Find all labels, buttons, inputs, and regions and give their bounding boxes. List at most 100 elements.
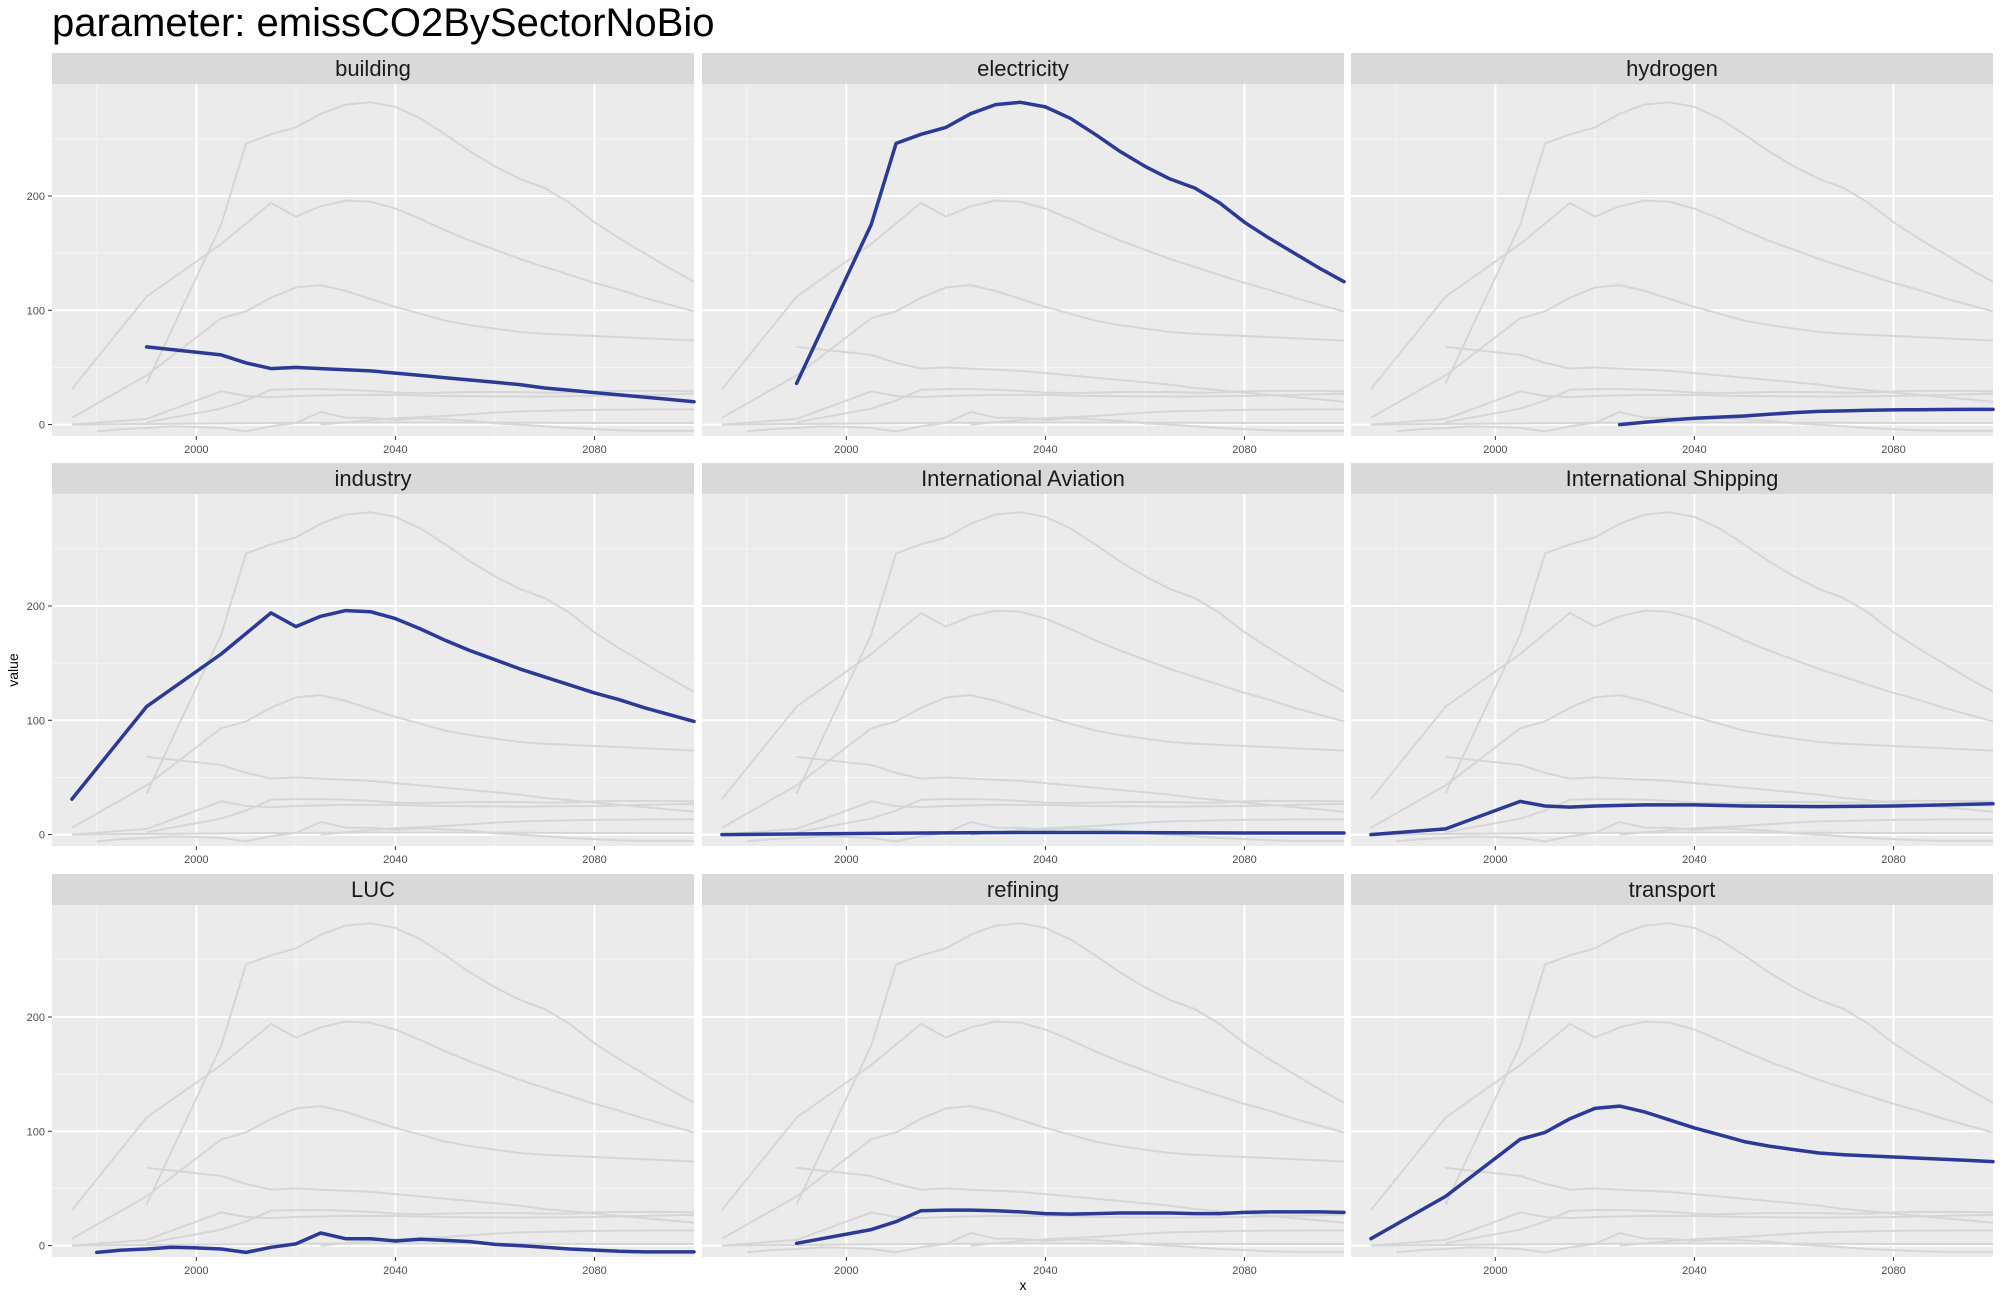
x-tick-label: 2080	[1881, 854, 1905, 866]
context-series-line	[1445, 1209, 1994, 1245]
x-tick-label: 2000	[834, 1265, 858, 1277]
series-line	[144, 345, 696, 404]
series-line	[70, 608, 696, 801]
x-tick-label: 2040	[1033, 444, 1057, 456]
context-series-line	[146, 388, 695, 424]
plot-background	[702, 905, 1344, 1257]
x-axis-title: x	[1020, 1277, 1027, 1293]
y-tick-label: 0	[39, 1241, 45, 1253]
facet-panel: International Aviation 2000 2040 2080	[702, 463, 1346, 866]
context-series-line	[71, 1242, 694, 1247]
y-tick-label: 200	[27, 191, 45, 203]
context-series-line	[145, 101, 695, 384]
context-series-line	[1370, 1242, 1993, 1247]
facet-panel: building 2000 2040 2080 0 100 200	[27, 53, 696, 456]
context-series-line	[796, 345, 1345, 403]
x-tick-label: 2000	[834, 854, 858, 866]
context-series-line	[721, 284, 1345, 419]
context-series-line	[146, 1166, 695, 1224]
y-tick-label: 100	[27, 305, 45, 317]
y-tick-label: 200	[27, 601, 45, 613]
context-series-line	[721, 694, 1345, 829]
context-series-line	[71, 390, 695, 426]
x-tick-label: 2040	[383, 854, 407, 866]
context-series-line	[721, 390, 1345, 426]
context-series-line	[146, 798, 695, 834]
context-series-line	[721, 1211, 1345, 1247]
facet-strip-label: International Shipping	[1566, 466, 1779, 491]
context-series-line	[721, 1020, 1345, 1211]
facet-panel: LUC 2000 2040 2080 0 100 200	[27, 874, 696, 1277]
context-series-line	[96, 411, 694, 433]
x-tick-label: 2040	[1682, 1265, 1706, 1277]
facet-strip	[1351, 463, 1993, 494]
facet-strip-label: industry	[334, 466, 411, 491]
context-series-line	[146, 755, 695, 813]
context-series-line	[721, 800, 1345, 836]
x-tick-label: 2040	[383, 1265, 407, 1277]
context-series-line	[1395, 1232, 1993, 1254]
plot-background	[702, 494, 1344, 846]
facet-strip-label: electricity	[977, 56, 1069, 81]
facet-strip	[702, 53, 1344, 84]
plot-background	[1351, 905, 1993, 1257]
x-tick-label: 2080	[582, 854, 606, 866]
x-tick-label: 2040	[1682, 854, 1706, 866]
context-series-line	[1370, 421, 1993, 426]
context-series-line	[71, 284, 695, 419]
context-series-line	[721, 199, 1345, 390]
x-tick-label: 2000	[1483, 444, 1507, 456]
context-series-line	[1370, 831, 1993, 836]
context-series-line	[796, 1166, 1345, 1224]
context-series-line	[1370, 1020, 1994, 1211]
context-series-line	[795, 511, 1345, 794]
context-series-line	[796, 798, 1345, 834]
facet-strip-label: refining	[987, 877, 1059, 902]
facet-strip	[702, 463, 1344, 494]
context-series-line	[721, 609, 1345, 800]
context-series-line	[1445, 798, 1994, 834]
context-series-line	[1444, 101, 1994, 384]
facet-strip-label: hydrogen	[1626, 56, 1718, 81]
x-tick-label: 2000	[1483, 854, 1507, 866]
context-series-line	[71, 1211, 695, 1247]
x-tick-label: 2000	[184, 854, 208, 866]
facet-panel: industry 2000 2040 2080 0 100 200	[27, 463, 696, 866]
facet-strip-label: building	[335, 56, 411, 81]
facet-strip	[52, 874, 694, 905]
facet-strip	[52, 463, 694, 494]
y-tick-label: 100	[27, 1126, 45, 1138]
x-tick-label: 2000	[184, 444, 208, 456]
context-series-line	[796, 388, 1345, 424]
context-series-line	[1370, 390, 1994, 426]
context-series-line	[795, 922, 1345, 1205]
context-series-line	[721, 1105, 1345, 1240]
series-line	[95, 1231, 696, 1255]
facet-panel: International Shipping 2000 2040 2080	[1351, 463, 1995, 866]
chart-title: parameter: emissCO2BySectorNoBio	[52, 1, 714, 45]
context-series-line	[1370, 609, 1994, 800]
series-line	[794, 100, 1346, 386]
y-tick-label: 0	[39, 420, 45, 432]
context-series-line	[721, 421, 1344, 426]
x-tick-label: 2080	[1232, 854, 1256, 866]
plot-background	[52, 84, 694, 436]
context-series-line	[1445, 345, 1994, 403]
context-series-line	[1395, 821, 1993, 843]
series-line	[720, 830, 1346, 837]
y-tick-label: 0	[39, 830, 45, 842]
facet-strip	[1351, 53, 1993, 84]
x-tick-label: 2000	[834, 444, 858, 456]
y-axis-title: value	[5, 653, 21, 687]
facet-panel: transport 2000 2040 2080	[1351, 874, 1995, 1277]
x-tick-label: 2080	[582, 1265, 606, 1277]
x-tick-label: 2000	[184, 1265, 208, 1277]
context-series-line	[1370, 1211, 1994, 1247]
context-series-line	[721, 1242, 1344, 1247]
facet-panel: electricity 2000 2040 2080	[702, 53, 1346, 456]
series-line	[1369, 799, 1995, 837]
x-tick-label: 2080	[1881, 1265, 1905, 1277]
context-series-line	[1370, 199, 1994, 390]
x-tick-label: 2080	[1232, 444, 1256, 456]
